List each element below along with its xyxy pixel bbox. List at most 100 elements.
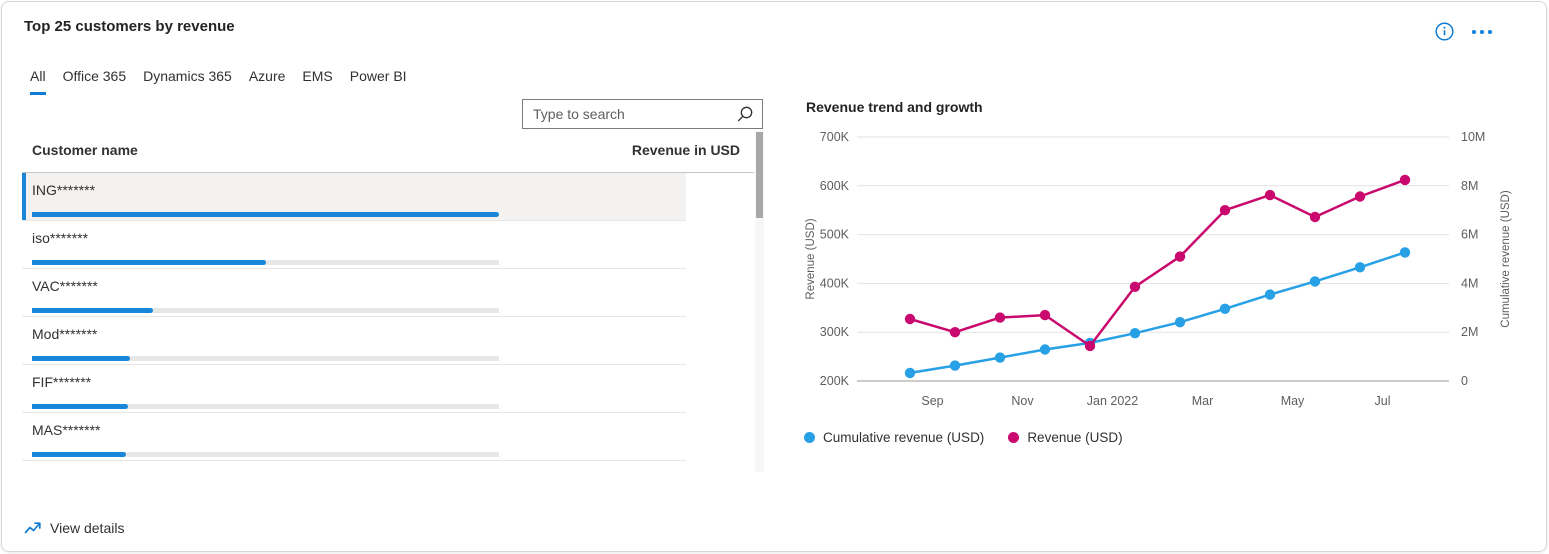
data-point[interactable] xyxy=(994,352,1006,363)
customer-name: MAS******* xyxy=(32,422,101,438)
revenue-bar-track xyxy=(32,212,499,217)
left-axis-tick: 200K xyxy=(820,374,850,388)
customer-table: ING******* iso******* VAC******* Mod*******… xyxy=(22,173,686,461)
data-point[interactable] xyxy=(949,327,961,338)
right-axis-tick: 10M xyxy=(1461,130,1485,144)
customer-name: FIF******* xyxy=(32,374,92,390)
series-line xyxy=(909,251,1406,375)
table-row[interactable]: iso******* xyxy=(22,221,686,269)
table-row[interactable]: MAS******* xyxy=(22,413,686,461)
data-point[interactable] xyxy=(1219,205,1231,216)
legend-dot-icon xyxy=(1008,432,1020,443)
scrollbar-thumb[interactable] xyxy=(756,132,763,218)
left-axis-title: Revenue (USD) xyxy=(805,218,817,299)
tab-dynamics-365[interactable]: Dynamics 365 xyxy=(143,68,232,84)
data-point[interactable] xyxy=(1174,317,1186,328)
view-details-label: View details xyxy=(50,520,125,536)
revenue-bar-track xyxy=(32,260,499,265)
data-point[interactable] xyxy=(994,312,1006,323)
info-icon[interactable] xyxy=(1435,22,1454,41)
left-axis-tick: 500K xyxy=(820,228,850,242)
x-axis-tick: Mar xyxy=(1192,394,1214,408)
data-point[interactable] xyxy=(1129,328,1141,339)
data-point[interactable] xyxy=(1354,191,1366,202)
tab-azure[interactable]: Azure xyxy=(248,68,286,84)
data-point[interactable] xyxy=(949,360,961,371)
tab-office-365[interactable]: Office 365 xyxy=(62,68,127,84)
data-point[interactable] xyxy=(1084,340,1096,352)
revenue-bar xyxy=(32,260,266,265)
product-filter-tabs: All Office 365 Dynamics 365 Azure EMS Power B… xyxy=(30,68,424,95)
column-revenue-usd: Revenue in USD xyxy=(631,142,740,158)
data-point[interactable] xyxy=(1354,262,1366,273)
revenue-bar xyxy=(32,356,131,361)
data-point[interactable] xyxy=(1039,309,1051,321)
data-point[interactable] xyxy=(1399,174,1411,186)
selected-row-accent xyxy=(22,173,26,220)
search-box xyxy=(522,99,763,129)
view-details-button[interactable]: View details xyxy=(24,520,124,536)
data-point[interactable] xyxy=(1174,251,1186,262)
column-customer-name: Customer name xyxy=(32,142,138,158)
left-axis-tick: 400K xyxy=(820,276,850,290)
legend-label: Cumulative revenue (USD) xyxy=(823,430,985,445)
customer-name: iso******* xyxy=(32,230,89,246)
customer-name: ING******* xyxy=(32,182,96,198)
series-line xyxy=(909,178,1406,348)
x-axis-tick: Nov xyxy=(1011,394,1034,408)
revenue-bar xyxy=(32,308,153,313)
x-axis-tick: Sep xyxy=(921,394,943,408)
customer-name: VAC******* xyxy=(32,278,98,294)
page-title: Top 25 customers by revenue xyxy=(24,18,235,35)
data-point[interactable] xyxy=(904,367,916,379)
legend-label: Revenue (USD) xyxy=(1027,430,1123,445)
legend-item[interactable]: Revenue (USD) xyxy=(1008,430,1123,445)
left-axis-tick: 300K xyxy=(820,325,850,339)
revenue-bar xyxy=(32,452,127,457)
data-point[interactable] xyxy=(1264,189,1276,201)
data-point[interactable] xyxy=(1219,303,1231,314)
table-row[interactable]: Mod******* xyxy=(22,317,686,365)
revenue-bar xyxy=(32,404,129,409)
x-axis-tick: Jul xyxy=(1375,394,1391,408)
data-point[interactable] xyxy=(1129,281,1141,292)
revenue-bar-track xyxy=(32,404,499,409)
customer-name: Mod******* xyxy=(32,326,98,342)
data-point[interactable] xyxy=(904,313,916,325)
data-point[interactable] xyxy=(1309,211,1321,223)
x-axis-tick: Jan 2022 xyxy=(1087,394,1138,408)
revenue-bar xyxy=(32,212,499,217)
table-row[interactable]: FIF******* xyxy=(22,365,686,413)
ellipsis-icon[interactable] xyxy=(1470,26,1494,38)
left-axis-tick: 700K xyxy=(820,130,850,144)
chart-title: Revenue trend and growth xyxy=(806,99,983,115)
search-input[interactable] xyxy=(533,106,736,122)
revenue-bar-track xyxy=(32,308,499,313)
revenue-trend-chart: 200K 300K 400K 500K 600K 700K 0 2M 4M 6M 8M 10M Sep N… xyxy=(805,130,1512,408)
data-point[interactable] xyxy=(1399,247,1411,258)
right-axis-tick: 8M xyxy=(1461,179,1478,193)
right-axis-tick: 4M xyxy=(1461,276,1478,290)
revenue-bar-track xyxy=(32,452,499,457)
table-scrollbar[interactable] xyxy=(755,131,764,472)
right-axis-title: Cumulative revenue (USD) xyxy=(1500,190,1512,328)
chart-legend: Cumulative revenue (USD) Revenue (USD) xyxy=(804,430,1123,445)
trending-up-icon xyxy=(24,522,41,534)
legend-item[interactable]: Cumulative revenue (USD) xyxy=(804,430,984,445)
table-row[interactable]: VAC******* xyxy=(22,269,686,317)
left-axis-tick: 600K xyxy=(820,179,850,193)
data-point[interactable] xyxy=(1264,289,1276,300)
table-header: Customer name Revenue in USD xyxy=(32,142,740,158)
data-point[interactable] xyxy=(1309,276,1321,287)
right-axis-tick: 2M xyxy=(1461,325,1478,339)
tab-all[interactable]: All xyxy=(30,68,46,95)
right-axis-tick: 0 xyxy=(1461,374,1468,388)
table-header-divider xyxy=(22,172,754,173)
tab-power-bi[interactable]: Power BI xyxy=(349,68,407,84)
table-row[interactable]: ING******* xyxy=(22,173,686,221)
data-point[interactable] xyxy=(1039,344,1051,355)
tab-ems[interactable]: EMS xyxy=(302,68,333,84)
revenue-bar-track xyxy=(32,356,499,361)
search-icon[interactable] xyxy=(736,105,754,123)
